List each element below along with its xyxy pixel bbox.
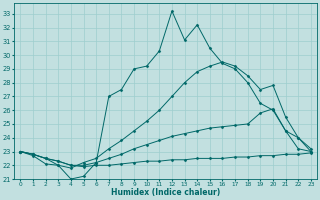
X-axis label: Humidex (Indice chaleur): Humidex (Indice chaleur): [111, 188, 220, 197]
